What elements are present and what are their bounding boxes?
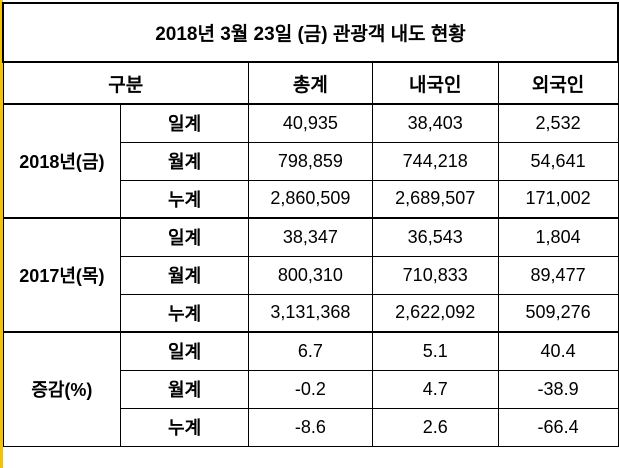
tourist-stats-table: 2018년 3월 23일 (금) 관광객 내도 현황 구분 총계 내국인 외국인…	[2, 2, 619, 447]
cell-foreign: 509,276	[497, 293, 619, 333]
table-row: 누계 3,131,368 2,622,092 509,276	[3, 293, 619, 333]
header-domestic: 내국인	[371, 61, 499, 105]
cell-foreign: 89,477	[497, 255, 619, 295]
cell-domestic: 2.6	[371, 407, 499, 447]
row-sublabel: 누계	[120, 179, 249, 219]
cell-total: -0.2	[247, 369, 373, 409]
cell-total: 38,347	[247, 217, 373, 257]
cell-total: 40,935	[247, 103, 373, 143]
table-row: 2018년(금) 일계 40,935 38,403 2,532	[2, 103, 619, 219]
cell-domestic: 2,622,092	[371, 293, 499, 333]
cell-foreign: -66.4	[497, 407, 619, 447]
cell-domestic: 2,689,507	[371, 179, 499, 219]
table-row: 누계 -8.6 2.6 -66.4	[3, 407, 619, 447]
header-total: 총계	[247, 61, 373, 105]
left-edge-strip	[0, 0, 3, 468]
cell-total: -8.6	[247, 407, 373, 447]
row-sublabel: 월계	[120, 369, 249, 409]
group-label-change: 증감(%)	[2, 331, 122, 447]
cell-foreign: 40.4	[497, 331, 619, 371]
cell-foreign: -38.9	[497, 369, 619, 409]
cell-total: 6.7	[247, 331, 373, 371]
cell-total: 798,859	[247, 141, 373, 181]
header-foreign: 외국인	[497, 61, 619, 105]
table-row: 월계 798,859 744,218 54,641	[3, 141, 619, 181]
cell-foreign: 2,532	[497, 103, 619, 143]
row-sublabel: 누계	[120, 293, 249, 333]
group-label-2017: 2017년(목)	[2, 217, 122, 333]
row-sublabel: 월계	[120, 141, 249, 181]
cell-foreign: 1,804	[497, 217, 619, 257]
row-sublabel: 일계	[120, 217, 249, 257]
row-sublabel: 일계	[120, 103, 249, 143]
cell-domestic: 36,543	[371, 217, 499, 257]
cell-domestic: 4.7	[371, 369, 499, 409]
row-sublabel: 월계	[120, 255, 249, 295]
table-row: 월계 -0.2 4.7 -38.9	[3, 369, 619, 409]
table-row: 증감(%) 일계 6.7 5.1 40.4	[2, 331, 619, 447]
cell-foreign: 54,641	[497, 141, 619, 181]
header-category: 구분	[2, 61, 249, 105]
group-label-2018: 2018년(금)	[2, 103, 122, 219]
table-row: 2017년(목) 일계 38,347 36,543 1,804	[2, 217, 619, 333]
table-row: 누계 2,860,509 2,689,507 171,002	[3, 179, 619, 219]
table-title: 2018년 3월 23일 (금) 관광객 내도 현황	[2, 2, 619, 63]
cell-total: 800,310	[247, 255, 373, 295]
row-sublabel: 일계	[120, 331, 249, 371]
cell-domestic: 744,218	[371, 141, 499, 181]
cell-domestic: 5.1	[371, 331, 499, 371]
cell-domestic: 38,403	[371, 103, 499, 143]
cell-foreign: 171,002	[497, 179, 619, 219]
cell-domestic: 710,833	[371, 255, 499, 295]
cell-total: 3,131,368	[247, 293, 373, 333]
cell-total: 2,860,509	[247, 179, 373, 219]
row-sublabel: 누계	[120, 407, 249, 447]
